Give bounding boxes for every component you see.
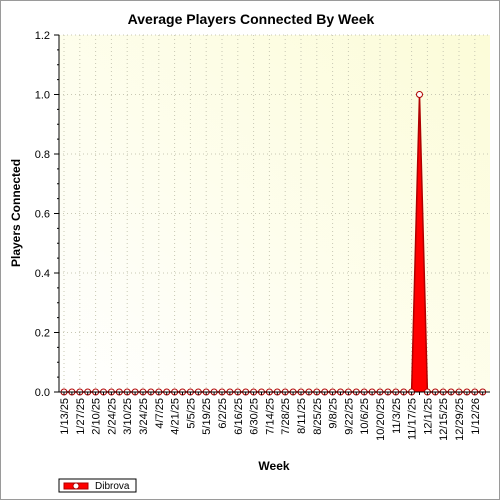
x-tick-label: 1/13/25: [59, 398, 71, 435]
x-tick-label: 3/24/25: [138, 398, 150, 435]
y-tick-label: 0.6: [35, 209, 50, 221]
x-tick-label: 3/10/25: [122, 398, 134, 435]
x-tick-label: 10/6/25: [359, 398, 371, 435]
x-tick-label: 10/20/25: [375, 398, 387, 441]
x-tick-label: 1/12/26: [470, 398, 482, 435]
x-tick-label: 12/15/25: [438, 398, 450, 441]
y-tick-label: 0.2: [35, 328, 50, 340]
x-tick-label: 2/10/25: [91, 398, 103, 435]
x-tick-label: 1/27/25: [75, 398, 87, 435]
x-axis-title: Week: [258, 459, 289, 473]
y-tick-label: 0.0: [35, 387, 50, 399]
y-ticks: 0.0 0.2 0.4 0.6 0.8 1.0 1.2: [35, 30, 59, 399]
y-axis-title: Players Connected: [9, 159, 23, 267]
x-tick-label: 6/16/25: [233, 398, 245, 435]
x-tick-label: 5/5/25: [185, 398, 197, 429]
x-tick-label: 8/11/25: [296, 398, 308, 434]
x-tick-label: 5/19/25: [201, 398, 213, 435]
x-tick-label: 7/14/25: [264, 398, 276, 435]
x-tick-label: 4/21/25: [170, 398, 182, 435]
x-tick-label: 6/2/25: [217, 398, 229, 429]
x-tick-label: 11/17/25: [407, 398, 419, 440]
x-tick-label: 12/1/25: [422, 398, 434, 435]
y-tick-label: 0.4: [35, 268, 50, 280]
x-tick-label: 9/22/25: [343, 398, 355, 435]
legend: Dibrova: [58, 478, 137, 493]
y-tick-label: 1.0: [35, 90, 50, 102]
x-tick-label: 6/30/25: [249, 398, 261, 435]
x-ticks: 1/13/25 1/27/25 2/10/25 2/24/25 3/10/25 3/24/…: [59, 392, 484, 441]
x-tick-label: 4/7/25: [154, 398, 166, 429]
data-point: [416, 91, 423, 98]
x-tick-label: 9/8/25: [328, 398, 340, 429]
x-tick-label: 11/3/25: [391, 398, 403, 434]
chart-title: Average Players Connected By Week: [128, 11, 375, 27]
x-tick-label: 2/24/25: [106, 398, 118, 435]
legend-marker: [72, 482, 80, 490]
y-tick-label: 1.2: [35, 30, 50, 42]
x-tick-label: 8/25/25: [312, 398, 324, 435]
x-tick-label: 7/28/25: [280, 398, 292, 435]
legend-label: Dibrova: [95, 481, 130, 492]
x-tick-label: 12/29/25: [454, 398, 466, 441]
y-tick-label: 0.8: [35, 149, 50, 161]
